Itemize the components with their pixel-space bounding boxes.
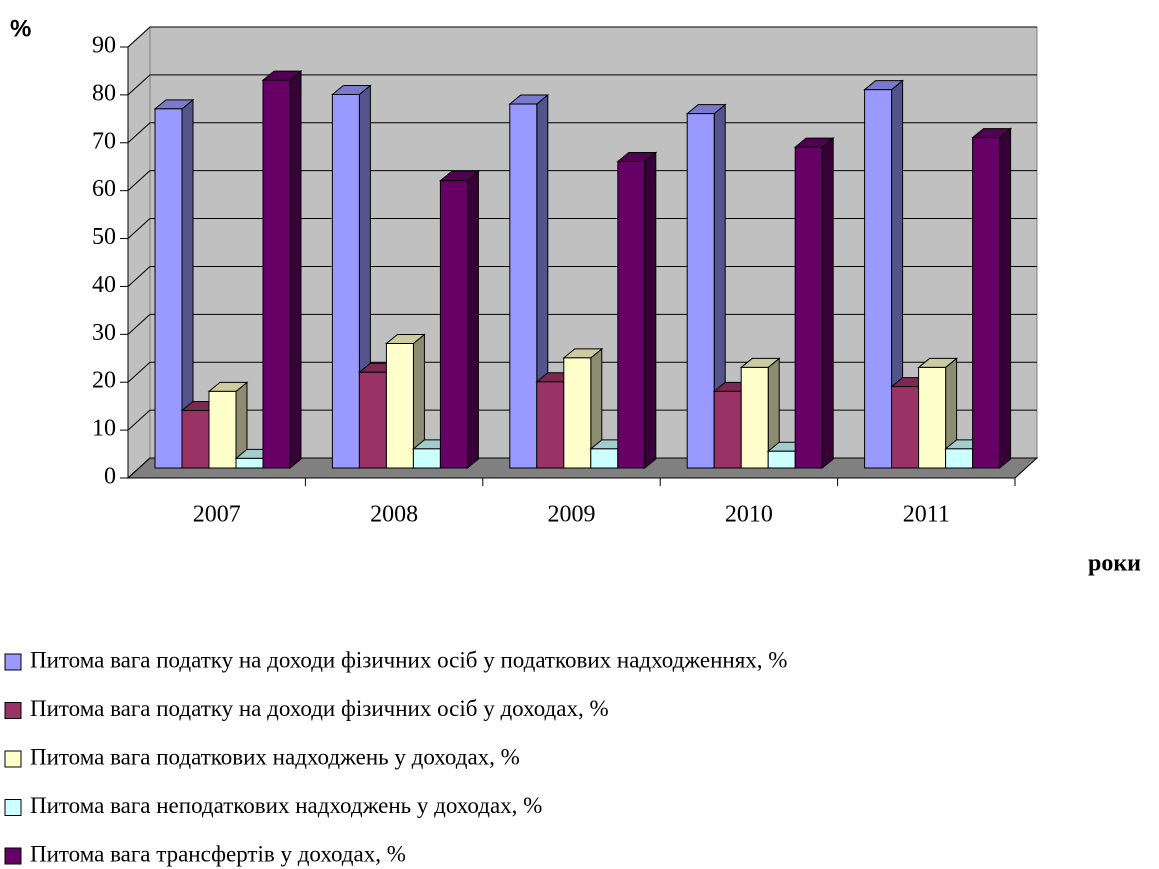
x-tick-label: 2010 — [725, 502, 773, 528]
legend-label: Питома вага неподаткових надходжень у до… — [30, 793, 542, 818]
bar — [918, 366, 947, 469]
bar — [358, 371, 387, 469]
side-wall — [127, 25, 151, 480]
bar — [617, 161, 646, 469]
grid-line — [127, 26, 1037, 48]
y-tick-label: 30 — [92, 320, 116, 346]
bar — [686, 113, 715, 469]
bar — [385, 342, 414, 469]
bar — [262, 79, 291, 469]
bar-side — [821, 137, 834, 470]
bar — [972, 137, 1001, 469]
x-tick-label: 2008 — [370, 502, 418, 528]
bar — [713, 390, 742, 469]
y-tick-label: 40 — [92, 272, 116, 298]
bar-side — [289, 70, 302, 470]
legend-marker — [4, 653, 22, 671]
legend-label: Питома вага трансфертів у доходах, % — [30, 841, 406, 866]
grid-line — [127, 313, 1037, 335]
legend-label: Питома вага податку на доходи фізичних о… — [30, 647, 787, 672]
x-tick-label: 2007 — [193, 502, 241, 528]
grid-line — [127, 265, 1037, 287]
bar — [767, 450, 796, 469]
y-tick-label: 10 — [92, 416, 116, 442]
bar — [154, 108, 183, 469]
bar — [945, 448, 974, 469]
bar-side — [644, 151, 657, 470]
bar — [181, 410, 210, 469]
x-tick-label: 2009 — [548, 502, 596, 528]
bar — [412, 448, 441, 469]
grid-line — [127, 361, 1037, 383]
bar-side — [999, 127, 1012, 470]
bar — [208, 390, 237, 469]
bar — [590, 448, 619, 469]
legend-marker — [4, 750, 22, 768]
grid-line — [127, 170, 1037, 192]
bar — [331, 93, 360, 469]
y-tick-label: 0 — [104, 464, 116, 490]
bar — [235, 457, 264, 469]
bar — [864, 89, 893, 469]
y-tick-label: 80 — [92, 80, 116, 106]
bar — [740, 366, 769, 469]
y-axis-label: % — [10, 15, 31, 42]
legend-marker — [4, 799, 22, 816]
legend-label: Питома вага податкових надходжень у дохо… — [30, 744, 520, 769]
bar — [563, 357, 592, 469]
legend-marker — [4, 702, 22, 719]
y-tick-label: 60 — [92, 176, 116, 202]
grid-line — [127, 74, 1037, 96]
y-tick-label: 20 — [92, 368, 116, 394]
bar — [536, 381, 565, 469]
legend-label: Питома вага податку на доходи фізичних о… — [30, 696, 609, 721]
y-tick-label: 50 — [92, 224, 116, 250]
bar-side — [466, 170, 479, 470]
grid-line — [127, 218, 1037, 239]
bar — [439, 180, 468, 469]
x-axis-label: роки — [1088, 551, 1141, 577]
y-tick-label: 70 — [92, 128, 116, 154]
bar — [794, 146, 823, 469]
bar — [509, 103, 538, 469]
y-tick-label: 90 — [92, 33, 116, 59]
x-tick-label: 2011 — [903, 502, 950, 528]
grid-line — [127, 122, 1037, 144]
bar — [891, 386, 920, 469]
legend-marker — [4, 847, 22, 865]
